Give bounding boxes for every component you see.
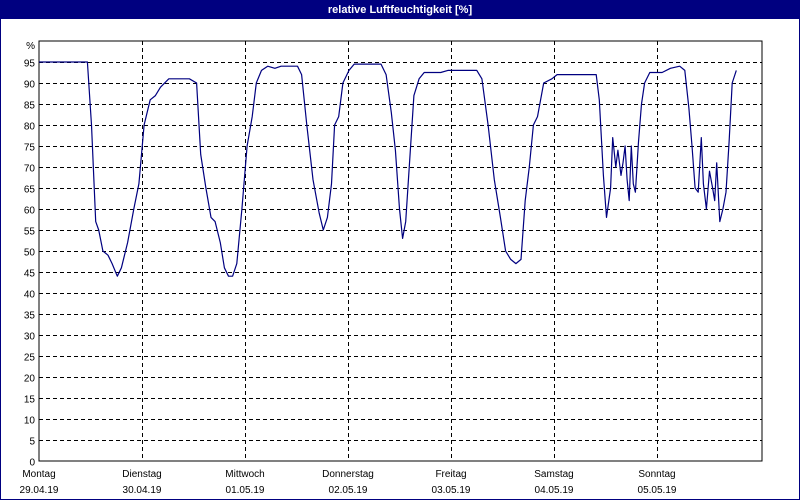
x-tick-date-label: 02.05.19 [329,485,368,496]
y-tick-label: 55 [24,227,36,238]
x-tick-day-label: Sonntag [638,469,675,480]
chart-title: relative Luftfeuchtigkeit [%] [1,1,799,19]
y-tick-label: 60 [24,206,36,217]
y-tick-label: 70 [24,164,36,175]
x-tick-day-label: Freitag [435,469,466,480]
y-tick-label: 50 [24,248,36,259]
y-tick-labels: 0 5 10 15 20 25 30 35 40 45 50 55 60 65 70 75 80 85 90 95 [24,59,36,469]
y-tick-label: 75 [24,143,36,154]
y-tick-label: 15 [24,395,36,406]
y-tick-label: 90 [24,80,36,91]
x-tick-date-label: 04.05.19 [535,485,574,496]
x-tick-day-label: Samstag [534,469,573,480]
x-tick-day-label: Dienstag [122,469,161,480]
y-tick-label: 10 [24,416,36,427]
series-layer [39,61,737,277]
y-tick-label: 95 [24,59,36,70]
y-axis-unit-label: % [26,41,35,52]
x-tick-date-label: 30.04.19 [123,485,162,496]
y-tick-label: 85 [24,101,36,112]
y-tick-label: 40 [24,290,36,301]
y-tick-label: 35 [24,311,36,322]
x-tick-date-label: 29.04.19 [20,485,59,496]
x-tick-date-label: 01.05.19 [226,485,265,496]
y-tick-label: 30 [24,332,36,343]
y-tick-label: 0 [29,458,35,469]
y-tick-label: 45 [24,269,36,280]
y-tick-label: 65 [24,185,36,196]
grid-lines [39,41,762,461]
x-tick-date-label: 05.05.19 [638,485,677,496]
x-tick-day-label: Mittwoch [225,469,264,480]
x-tick-date-label: 03.05.19 [432,485,471,496]
y-tick-label: 80 [24,122,36,133]
y-tick-label: 20 [24,374,36,385]
y-tick-label: 5 [29,437,35,448]
y-tick-label: 25 [24,353,36,364]
x-tick-labels: Montag 29.04.19 Dienstag 30.04.19 Mittwoch 01… [20,469,677,496]
x-tick-day-label: Montag [22,469,55,480]
x-tick-day-label: Donnerstag [322,469,374,480]
humidity-series-line [39,61,737,277]
